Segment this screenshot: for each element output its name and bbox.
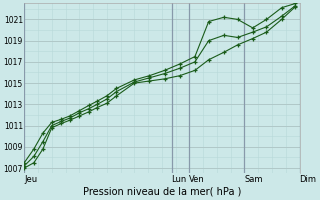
X-axis label: Pression niveau de la mer( hPa ): Pression niveau de la mer( hPa ) [83,187,241,197]
